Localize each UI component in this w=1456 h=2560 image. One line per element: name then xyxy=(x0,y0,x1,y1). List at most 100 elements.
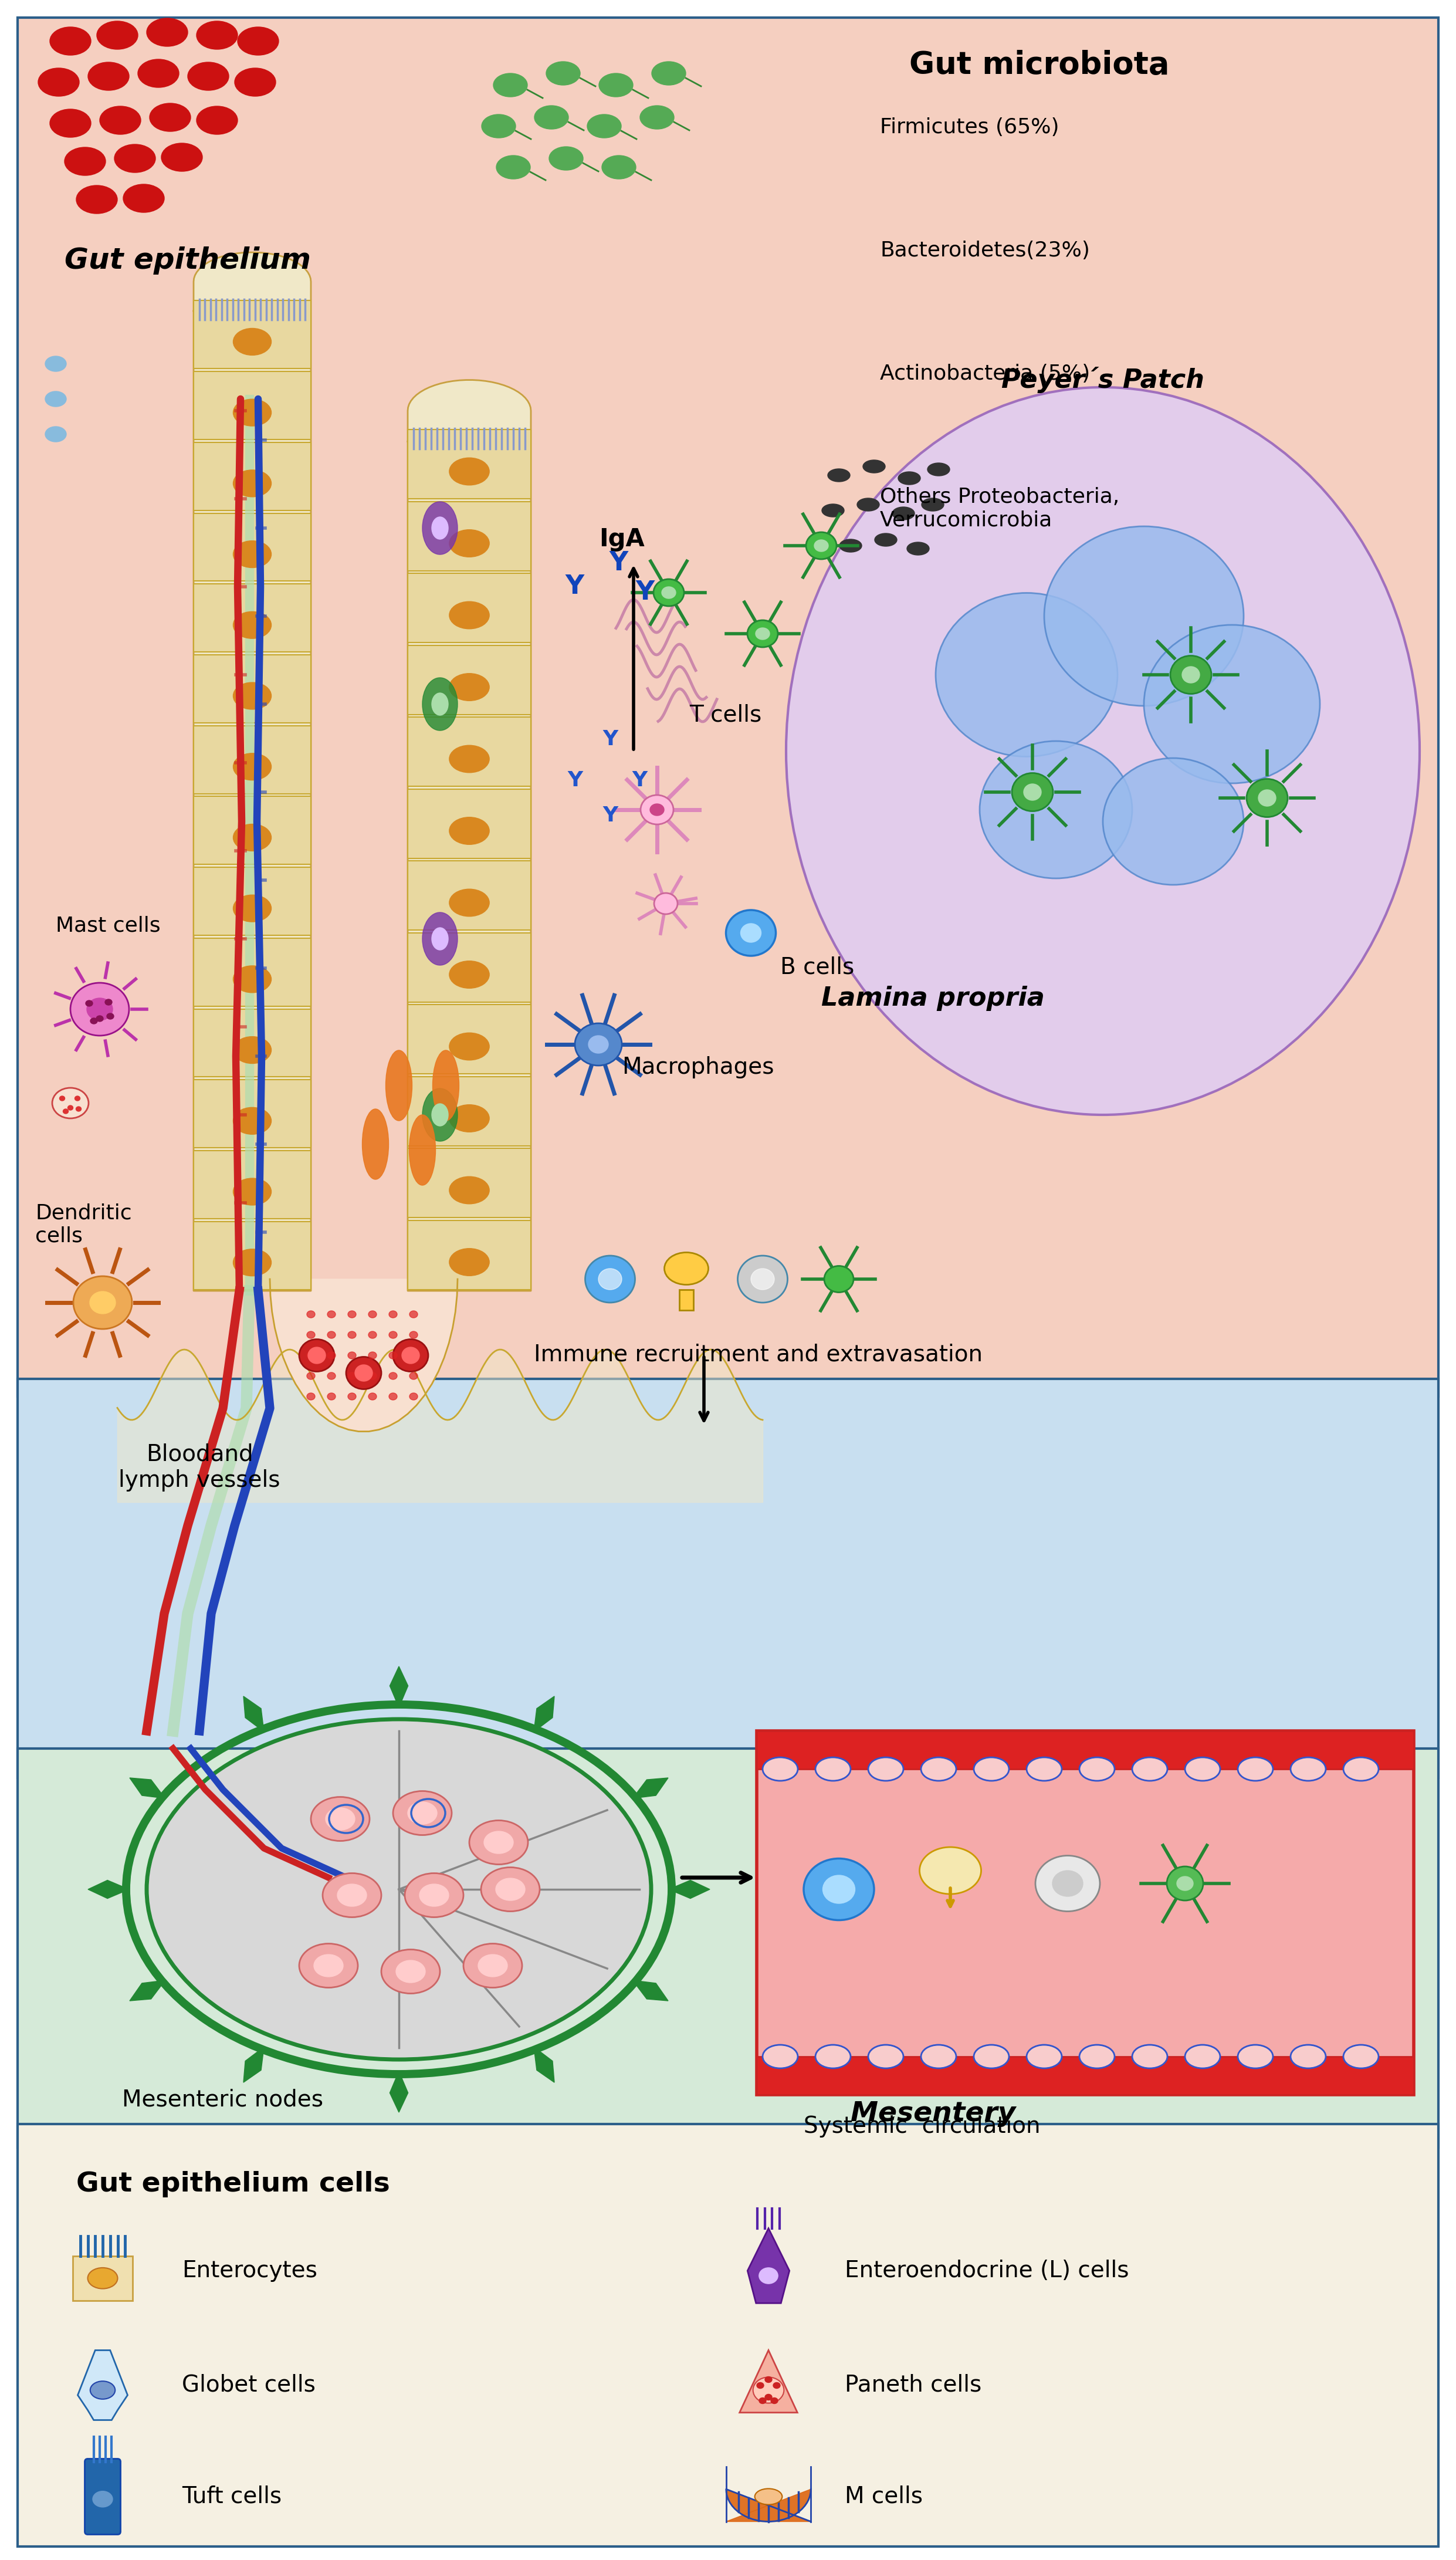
Ellipse shape xyxy=(863,461,885,474)
Ellipse shape xyxy=(450,602,489,630)
Ellipse shape xyxy=(754,2488,782,2504)
Ellipse shape xyxy=(63,1108,68,1114)
FancyBboxPatch shape xyxy=(84,2458,121,2534)
Ellipse shape xyxy=(1079,1756,1115,1782)
Text: Y: Y xyxy=(565,573,584,599)
Ellipse shape xyxy=(389,1352,397,1359)
Polygon shape xyxy=(390,2071,408,2112)
Ellipse shape xyxy=(907,543,929,556)
Ellipse shape xyxy=(328,1331,335,1339)
Text: Actinobacteria (5%): Actinobacteria (5%) xyxy=(879,364,1091,384)
Ellipse shape xyxy=(147,1720,651,2058)
Ellipse shape xyxy=(432,1050,459,1121)
Ellipse shape xyxy=(409,1311,418,1318)
Text: Y: Y xyxy=(603,730,617,750)
Bar xyxy=(73,2255,132,2301)
Ellipse shape xyxy=(307,1352,314,1359)
Ellipse shape xyxy=(368,1393,377,1400)
Ellipse shape xyxy=(147,18,188,46)
Ellipse shape xyxy=(409,1352,418,1359)
Text: Bacteroidetes(23%): Bacteroidetes(23%) xyxy=(879,241,1091,261)
Ellipse shape xyxy=(450,1249,489,1275)
Ellipse shape xyxy=(588,1037,609,1052)
Ellipse shape xyxy=(821,504,844,517)
Ellipse shape xyxy=(90,1290,115,1313)
Ellipse shape xyxy=(759,2399,766,2404)
Ellipse shape xyxy=(1026,1756,1061,1782)
Bar xyxy=(194,868,312,934)
Text: B cells: B cells xyxy=(780,957,855,978)
Ellipse shape xyxy=(422,502,457,556)
Ellipse shape xyxy=(922,499,943,512)
Ellipse shape xyxy=(815,1756,850,1782)
Ellipse shape xyxy=(106,1014,114,1019)
Ellipse shape xyxy=(355,1364,373,1382)
Ellipse shape xyxy=(233,328,271,356)
Ellipse shape xyxy=(368,1372,377,1380)
Ellipse shape xyxy=(314,1953,344,1976)
Ellipse shape xyxy=(534,105,568,128)
Ellipse shape xyxy=(393,1339,428,1372)
Ellipse shape xyxy=(494,74,527,97)
Ellipse shape xyxy=(641,796,674,824)
Ellipse shape xyxy=(450,673,489,701)
Ellipse shape xyxy=(338,1884,367,1907)
Bar xyxy=(408,788,531,858)
Ellipse shape xyxy=(124,184,165,212)
Ellipse shape xyxy=(96,20,138,49)
Ellipse shape xyxy=(326,1807,355,1830)
Ellipse shape xyxy=(348,1331,357,1339)
Bar xyxy=(757,1731,1414,1769)
Bar xyxy=(408,645,531,714)
Ellipse shape xyxy=(1053,1871,1083,1897)
Ellipse shape xyxy=(1171,655,1211,694)
Ellipse shape xyxy=(549,146,582,169)
Bar xyxy=(17,1380,1439,1777)
Ellipse shape xyxy=(233,684,271,709)
Ellipse shape xyxy=(307,1311,314,1318)
Ellipse shape xyxy=(233,896,271,922)
Ellipse shape xyxy=(1290,2045,1326,2068)
Ellipse shape xyxy=(840,540,862,553)
Ellipse shape xyxy=(463,1943,523,1987)
Text: Lamina propria: Lamina propria xyxy=(821,986,1044,1011)
Bar xyxy=(194,1221,312,1290)
Ellipse shape xyxy=(598,1270,622,1290)
Polygon shape xyxy=(740,2350,798,2412)
Ellipse shape xyxy=(1182,666,1200,684)
Ellipse shape xyxy=(1144,625,1321,783)
Ellipse shape xyxy=(738,1254,788,1303)
Ellipse shape xyxy=(68,1106,73,1111)
Ellipse shape xyxy=(307,1331,314,1339)
Ellipse shape xyxy=(323,1874,381,1917)
Ellipse shape xyxy=(409,1114,435,1185)
Ellipse shape xyxy=(87,61,130,90)
Ellipse shape xyxy=(1344,2045,1379,2068)
Ellipse shape xyxy=(922,1756,957,1782)
Ellipse shape xyxy=(419,1884,448,1907)
Ellipse shape xyxy=(432,927,448,950)
Bar xyxy=(194,1149,312,1219)
Ellipse shape xyxy=(815,2045,850,2068)
Ellipse shape xyxy=(422,1088,457,1142)
Ellipse shape xyxy=(233,471,271,497)
Polygon shape xyxy=(77,2350,128,2419)
Ellipse shape xyxy=(368,1352,377,1359)
Ellipse shape xyxy=(50,28,90,56)
Text: Globet cells: Globet cells xyxy=(182,2373,316,2396)
Ellipse shape xyxy=(764,2376,772,2383)
Ellipse shape xyxy=(1035,1856,1099,1912)
Ellipse shape xyxy=(115,143,156,172)
Ellipse shape xyxy=(328,1372,335,1380)
Bar xyxy=(408,860,531,929)
Ellipse shape xyxy=(409,1331,418,1339)
Ellipse shape xyxy=(450,530,489,558)
Ellipse shape xyxy=(727,909,776,955)
Ellipse shape xyxy=(480,1866,540,1912)
Ellipse shape xyxy=(233,1108,271,1134)
Ellipse shape xyxy=(450,1032,489,1060)
Ellipse shape xyxy=(309,1347,326,1364)
Text: Y: Y xyxy=(568,771,582,791)
Bar xyxy=(408,430,531,499)
Ellipse shape xyxy=(661,586,676,599)
